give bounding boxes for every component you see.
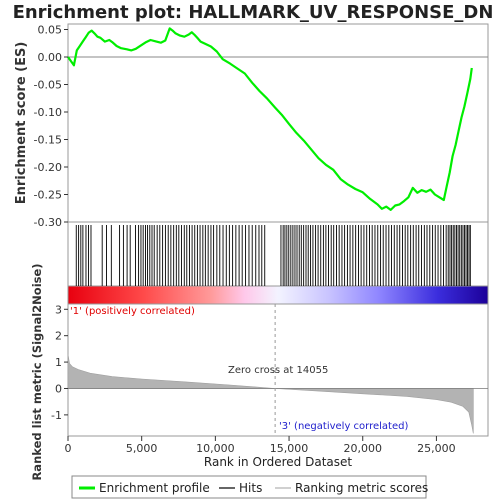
es-ytick-label: 0.00 bbox=[38, 51, 63, 64]
legend-box bbox=[71, 475, 427, 499]
xtick-label: 5,000 bbox=[126, 442, 158, 455]
metric-axis-label: Ranked list metric (Signal2Noise) bbox=[30, 263, 44, 480]
metric-layer bbox=[67, 304, 488, 436]
metric-ytick-label: 1 bbox=[55, 356, 62, 369]
legend-label-metric: Ranking metric scores bbox=[295, 481, 428, 495]
xtick-label: 0 bbox=[65, 442, 72, 455]
xtick-label: 10,000 bbox=[196, 442, 235, 455]
rank-color-bar bbox=[67, 285, 489, 305]
metric-ytick-label: -1 bbox=[51, 409, 62, 422]
metric-ytick-label: 3 bbox=[55, 303, 62, 316]
metric-ytick-label: 0 bbox=[55, 382, 62, 395]
enrichment-profile-line bbox=[67, 27, 473, 211]
xtick-label: 20,000 bbox=[343, 442, 382, 455]
es-ytick-label: 0.05 bbox=[38, 24, 63, 37]
es-layer bbox=[67, 27, 488, 211]
metric-panel bbox=[67, 303, 489, 437]
hits-panel bbox=[67, 221, 489, 287]
es-ytick-label: -0.15 bbox=[34, 134, 62, 147]
x-axis-label: Rank in Ordered Dataset bbox=[204, 455, 352, 469]
legend-label-hits: Hits bbox=[239, 481, 262, 495]
zero-cross-label: Zero cross at 14055 bbox=[228, 365, 328, 376]
metric-ytick-label: 2 bbox=[55, 330, 62, 343]
es-ytick-label: -0.20 bbox=[34, 161, 62, 174]
chart-title: Enrichment plot: HALLMARK_UV_RESPONSE_DN bbox=[13, 2, 494, 23]
ranking-metric-area bbox=[67, 354, 474, 434]
legend-label-enrichment: Enrichment profile bbox=[99, 481, 210, 495]
hits-layer bbox=[75, 225, 471, 286]
es-ytick-label: -0.25 bbox=[34, 189, 62, 202]
es-ytick-label: -0.05 bbox=[34, 79, 62, 92]
es-axis-label: Enrichment score (ES) bbox=[14, 42, 29, 205]
positive-correlation-label: '1' (positively correlated) bbox=[70, 306, 195, 317]
es-ytick-label: -0.10 bbox=[34, 106, 62, 119]
es-ytick-label: -0.30 bbox=[34, 216, 62, 229]
negative-correlation-label: '3' (negatively correlated) bbox=[279, 421, 408, 432]
xtick-label: 15,000 bbox=[270, 442, 309, 455]
axes-layer: 0.05 0.00 -0.05 -0.10 -0.15 -0.20 -0.25 -0.30 3 2… bbox=[34, 24, 456, 456]
xtick-label: 25,000 bbox=[417, 442, 456, 455]
